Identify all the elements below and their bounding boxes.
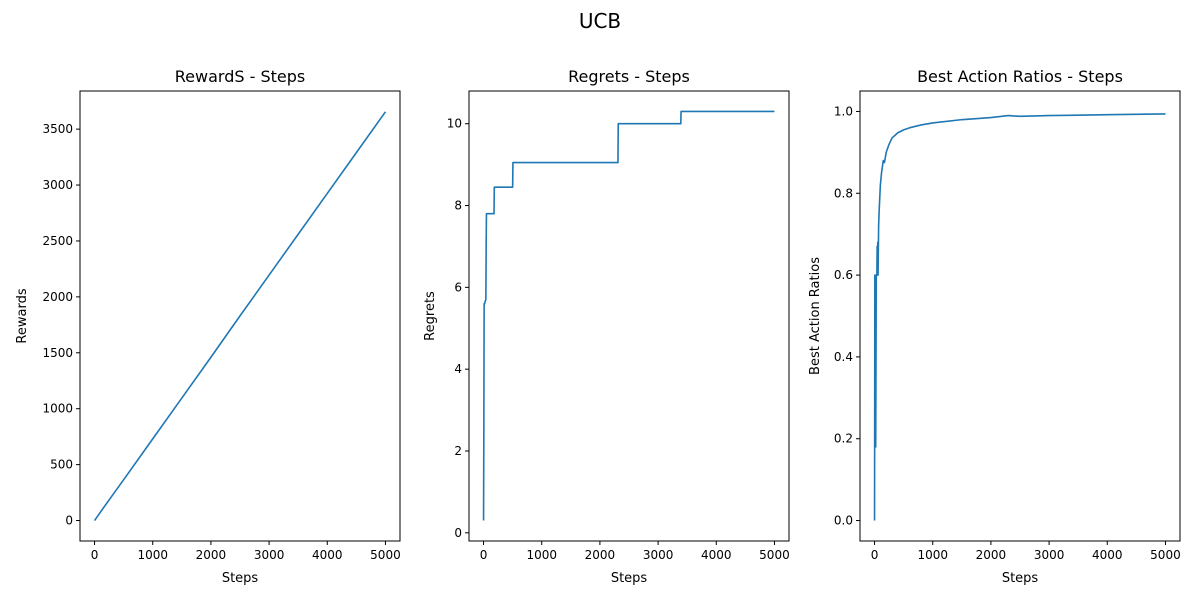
subplot-best-action-ratios: Best Action Ratios - Steps Steps Best Ac…: [808, 67, 1181, 586]
x-tick-label: 3000: [254, 548, 285, 562]
y-tick-label: 2500: [42, 234, 73, 248]
subplot-title: Regrets - Steps: [568, 67, 690, 86]
y-tick-label: 0.4: [834, 350, 853, 364]
y-tick-label: 1000: [42, 402, 73, 416]
x-tick-label: 1000: [137, 548, 168, 562]
y-axis-label: Rewards: [15, 288, 30, 343]
y-tick-label: 8: [454, 199, 462, 213]
x-tick-label: 2000: [196, 548, 227, 562]
x-tick-label: 1000: [526, 548, 557, 562]
y-tick-label: 6: [454, 280, 462, 294]
series-line: [873, 113, 1166, 521]
axes-frame: [79, 90, 401, 542]
x-tick-label: 0: [480, 548, 488, 562]
subplot-rewards: RewardS - Steps Steps Rewards 0 1000 2000 3…: [15, 67, 401, 586]
y-tick-label: 10: [447, 117, 462, 131]
y-tick-label: 500: [50, 458, 73, 472]
x-tick-label: 0: [871, 548, 879, 562]
subplot-regrets: Regrets - Steps Steps Regrets 0 1000 2000 3…: [423, 67, 790, 586]
y-tick-label: 2: [454, 444, 462, 458]
x-tick-label: 4000: [312, 548, 343, 562]
x-tick-label: 4000: [701, 548, 732, 562]
x-tick-label: 5000: [759, 548, 790, 562]
y-tick-label: 2000: [42, 290, 73, 304]
y-tick-label: 3500: [42, 122, 73, 136]
x-tick-label: 1000: [917, 548, 948, 562]
series-line: [482, 110, 775, 521]
y-tick-label: 0: [454, 526, 462, 540]
x-axis-label: Steps: [1002, 571, 1039, 586]
subplot-title: Best Action Ratios - Steps: [917, 67, 1123, 86]
y-tick-label: 0.8: [834, 186, 853, 200]
y-tick-label: 0.2: [834, 432, 853, 446]
x-tick-label: 4000: [1092, 548, 1123, 562]
x-tick-label: 5000: [370, 548, 401, 562]
x-tick-label: 2000: [976, 548, 1007, 562]
y-axis-label: Best Action Ratios: [808, 257, 823, 375]
y-axis-label: Regrets: [423, 291, 438, 341]
x-axis-label: Steps: [611, 571, 648, 586]
x-tick-label: 3000: [1034, 548, 1065, 562]
figure-title: UCB: [579, 9, 621, 33]
x-tick-label: 2000: [585, 548, 616, 562]
x-tick-label: 0: [91, 548, 99, 562]
subplot-title: RewardS - Steps: [175, 67, 305, 86]
x-axis-label: Steps: [222, 571, 259, 586]
y-tick-label: 4: [454, 362, 462, 376]
axes-frame: [468, 90, 790, 542]
y-tick-label: 3000: [42, 178, 73, 192]
y-tick-label: 0: [65, 514, 73, 528]
y-tick-label: 0.0: [834, 514, 853, 528]
y-tick-label: 0.6: [834, 268, 853, 282]
axes-frame: [859, 90, 1181, 542]
x-tick-label: 3000: [643, 548, 674, 562]
y-tick-label: 1.0: [834, 104, 853, 118]
series-line: [93, 111, 387, 521]
x-tick-label: 5000: [1150, 548, 1181, 562]
y-tick-label: 1500: [42, 346, 73, 360]
